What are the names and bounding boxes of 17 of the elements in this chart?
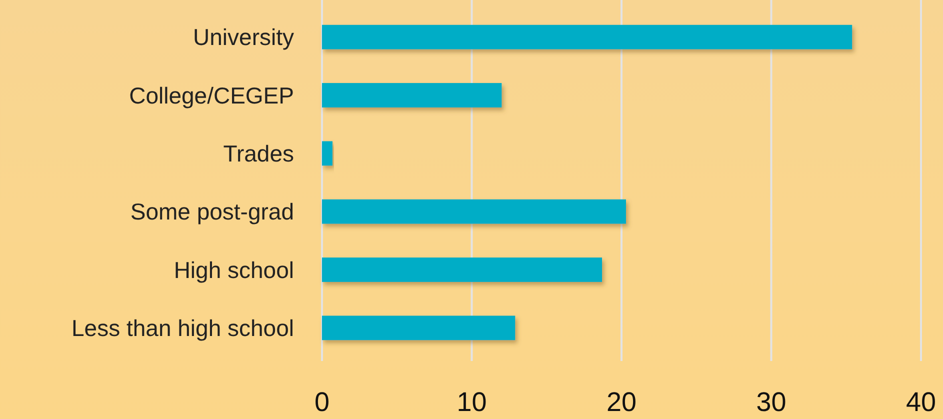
y-tick-label: Some post-grad: [130, 198, 294, 225]
bar: [322, 258, 602, 282]
y-tick-label: Trades: [223, 140, 294, 166]
y-tick-label: High school: [174, 256, 294, 283]
x-tick-label: 40: [906, 387, 936, 417]
y-tick-label: College/CEGEP: [129, 82, 294, 108]
y-tick-label: Less than high school: [72, 314, 294, 341]
x-tick-label: 0: [314, 387, 330, 417]
x-tick-label: 10: [456, 387, 487, 417]
bar: [322, 316, 516, 340]
bar: [322, 199, 626, 224]
x-tick-label: 20: [606, 387, 637, 417]
y-tick-label: University: [193, 24, 294, 50]
bar: [322, 83, 502, 108]
bar: [322, 141, 332, 166]
x-tick-label: 30: [756, 387, 786, 417]
bar: [322, 24, 852, 50]
